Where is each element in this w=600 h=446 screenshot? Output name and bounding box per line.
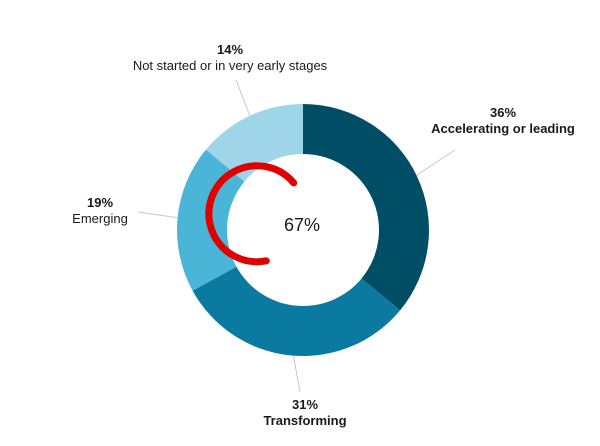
label-emerging: 19% Emerging	[50, 195, 150, 228]
category-label-emerging: Emerging	[72, 211, 128, 227]
leader-accelerating	[409, 149, 456, 181]
label-not-started: 14% Not started or in very early stages	[100, 42, 360, 75]
value-label-accelerating: 36%	[489, 105, 517, 120]
value-label-not-started: 14%	[216, 42, 244, 57]
value-label-emerging: 19%	[86, 195, 114, 210]
value-label-transforming: 31%	[291, 397, 319, 412]
label-accelerating: 36% Accelerating or leading	[408, 105, 598, 138]
category-label-transforming: Transforming	[263, 413, 347, 429]
center-value: 67%	[283, 215, 321, 235]
slice-transforming	[192, 266, 401, 357]
center-gauge	[205, 162, 298, 266]
category-label-not-started: Not started or in very early stages	[132, 58, 328, 74]
slice-accelerating	[303, 104, 429, 311]
label-transforming: 31% Transforming	[220, 397, 390, 430]
category-label-accelerating: Accelerating or leading	[431, 121, 575, 137]
slice-not-started	[205, 104, 303, 182]
center-gauge-arc	[205, 162, 298, 266]
